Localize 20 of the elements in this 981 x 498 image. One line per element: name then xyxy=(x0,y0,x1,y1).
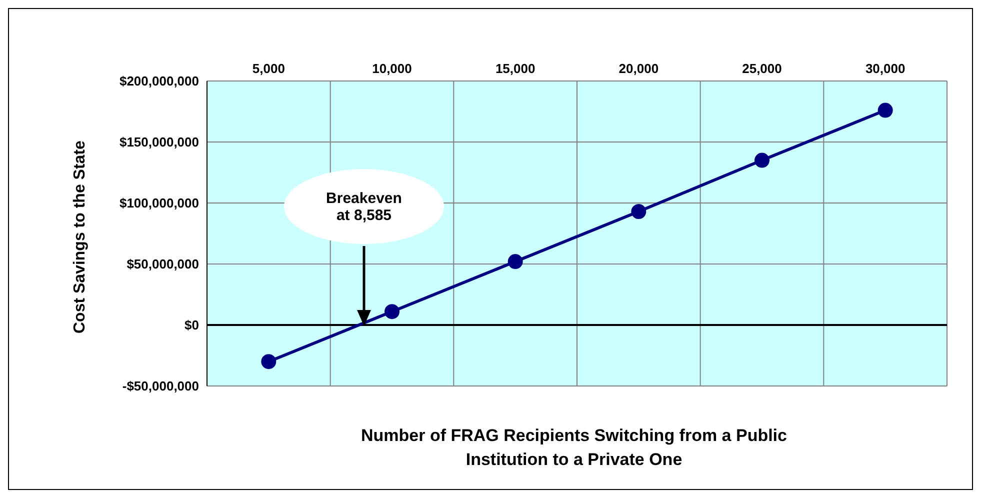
y-axis-title: Cost Savings to the State xyxy=(72,140,89,334)
x-tick-label: 15,000 xyxy=(495,61,536,76)
point xyxy=(384,304,400,320)
x-tick-label: 30,000 xyxy=(865,61,906,76)
x-axis-title: Number of FRAG Recipients Switching from a Public Institution to a Private One xyxy=(360,425,788,471)
point xyxy=(508,254,523,270)
y-tick-label: $100,000,000 xyxy=(119,196,199,211)
x-tick-label: 25,000 xyxy=(742,61,782,76)
y-tick-label: -$50,000,000 xyxy=(122,378,199,394)
x-tick-label: 20,000 xyxy=(618,61,659,76)
y-tick-label: $200,000,000 xyxy=(119,74,199,89)
y-tick-label: $0 xyxy=(184,318,199,333)
y-tick-label: $150,000,000 xyxy=(119,134,199,150)
y-tick-label: $50,000,000 xyxy=(126,256,199,272)
point xyxy=(261,354,276,370)
point xyxy=(754,152,770,168)
x-tick-label: 5,000 xyxy=(252,61,285,76)
x-tick-label: 10,000 xyxy=(372,61,412,76)
point xyxy=(878,102,893,118)
point xyxy=(631,204,646,220)
